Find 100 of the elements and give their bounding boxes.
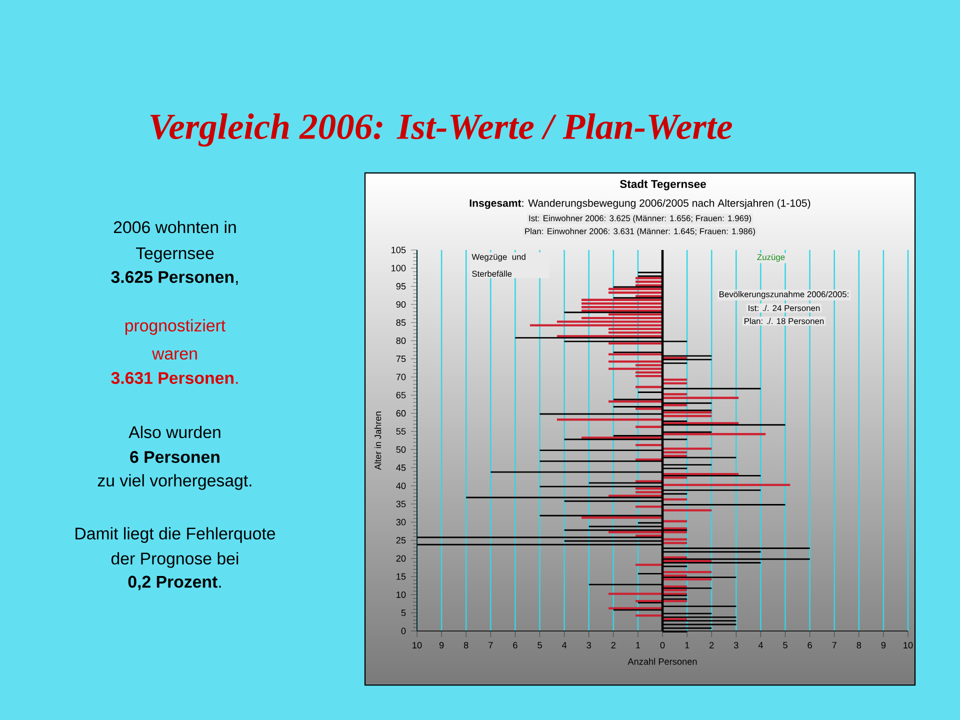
text: der Prognose bei — [111, 552, 238, 568]
bar — [608, 400, 663, 403]
y-axis-title: Alter in Jahren — [374, 412, 382, 470]
bar — [530, 324, 663, 326]
text: 0,2 Prozent. — [128, 576, 221, 590]
x-tick-label: 4 — [562, 642, 567, 648]
y-tick-label: 100 — [392, 264, 406, 272]
y-tick-label: 60 — [396, 410, 406, 417]
text: 2006 wohnten in — [114, 220, 236, 234]
y-tick-label: 105 — [392, 246, 406, 254]
y-tick-label: 90 — [396, 301, 406, 308]
bar — [636, 280, 663, 283]
y-tick-label: 35 — [396, 500, 406, 508]
y-tick-label: 15 — [396, 573, 406, 580]
bar — [662, 396, 739, 399]
bar — [662, 560, 712, 562]
bar — [662, 520, 688, 522]
x-tick-label: 9 — [439, 642, 444, 648]
text: Also wurden — [128, 426, 220, 438]
bar — [662, 484, 790, 486]
x-tick-label: 8 — [856, 642, 862, 648]
x-tick-label: 5 — [538, 642, 542, 648]
x-tick-label: 6 — [513, 642, 518, 648]
text: 6 Personen — [130, 451, 220, 463]
y-tick-label: 55 — [396, 428, 406, 435]
x-tick-label: 1 — [685, 642, 690, 648]
text: Vergleich 2006: Ist-Werte / Plan-Werte — [150, 113, 732, 147]
bar — [662, 378, 688, 381]
y-tick-label: 70 — [396, 374, 406, 380]
bar — [662, 570, 712, 574]
bar — [662, 448, 712, 450]
bar — [608, 494, 663, 497]
annotation: Bevölkerungszunahme 2006/2005: — [720, 291, 848, 299]
y-tick-label: 95 — [396, 283, 406, 290]
bar — [636, 506, 663, 508]
annotation: Wegzüge und Sterbefälle — [472, 254, 526, 277]
bar — [556, 418, 663, 421]
bar — [581, 310, 663, 312]
x-tick-label: 8 — [464, 642, 468, 648]
bar — [581, 516, 663, 519]
x-axis-title: Anzahl Personen — [628, 658, 697, 665]
bar — [662, 414, 712, 418]
x-tick-label: 9 — [881, 642, 886, 648]
text: prognostiziert — [125, 319, 226, 335]
bar — [608, 592, 663, 595]
y-tick-label: 25 — [396, 537, 406, 544]
y-tick-label: 10 — [396, 591, 406, 598]
annotation: Ist: ./. 24 Personen — [748, 304, 820, 312]
text: Ist: Einwohner 2006: 3.625 (Männer: 1.656; Frauen: 1.969) — [529, 215, 751, 223]
y-tick-label: 45 — [396, 464, 406, 471]
text: Damit liegt die Fehlerquote — [76, 527, 276, 543]
x-tick-label: 6 — [808, 642, 812, 648]
x-tick-label: 10 — [412, 642, 422, 648]
annotation: Plan: ./. 18 Personen — [744, 318, 824, 324]
x-tick-label: 4 — [758, 642, 763, 648]
chart-subtitle: Insgesamt: Wanderungsbewegung 2006/2005 nach Altersjahren (1-105) — [470, 199, 810, 209]
x-tick-label: 2 — [710, 642, 714, 648]
x-tick-label: 3 — [586, 642, 591, 648]
bar — [608, 292, 663, 294]
y-tick-label: 65 — [396, 392, 406, 398]
y-tick-label: 30 — [396, 518, 406, 526]
bar — [556, 335, 663, 338]
bar — [608, 360, 663, 363]
y-tick-label: 80 — [396, 337, 406, 344]
y-tick-label: 0 — [401, 628, 406, 634]
bar — [608, 531, 663, 534]
chart-title: Stadt Tegernsee — [620, 180, 706, 190]
y-tick-label: 40 — [396, 482, 406, 490]
bar — [662, 589, 688, 592]
text: waren — [152, 350, 197, 360]
bar — [662, 433, 766, 436]
bar — [662, 472, 739, 476]
y-tick-label: 20 — [396, 555, 406, 562]
bar — [662, 422, 739, 424]
bar — [608, 342, 663, 345]
x-tick-label: 0 — [660, 642, 665, 648]
y-tick-label: 5 — [401, 610, 406, 616]
x-tick-label: 7 — [488, 642, 493, 648]
bar — [636, 564, 663, 566]
bar — [581, 436, 663, 439]
annotation: Zuzüge — [757, 254, 785, 262]
x-tick-label: 2 — [611, 642, 616, 648]
bar — [662, 578, 712, 580]
x-tick-label: 3 — [734, 642, 738, 648]
text: 3.625 Personen, — [111, 271, 238, 285]
bar — [608, 607, 663, 610]
x-tick-label: 10 — [904, 642, 913, 648]
x-tick-label: 1 — [636, 642, 640, 648]
y-tick-label: 75 — [396, 356, 406, 362]
bar — [662, 509, 712, 512]
bar — [581, 306, 663, 308]
text: Plan: Einwohner 2006: 3.631 (Männer: 1.645; Frauen: 1.986) — [525, 228, 755, 236]
text: 3.631 Personen. — [111, 372, 238, 384]
x-tick-label: 5 — [783, 642, 788, 648]
text: Tegernsee — [136, 247, 214, 263]
bar — [608, 353, 663, 356]
x-tick-label: 7 — [832, 642, 836, 648]
y-tick-label: 85 — [396, 319, 406, 326]
text: zu viel vorhergesagt. — [98, 474, 252, 490]
bar — [581, 298, 663, 301]
